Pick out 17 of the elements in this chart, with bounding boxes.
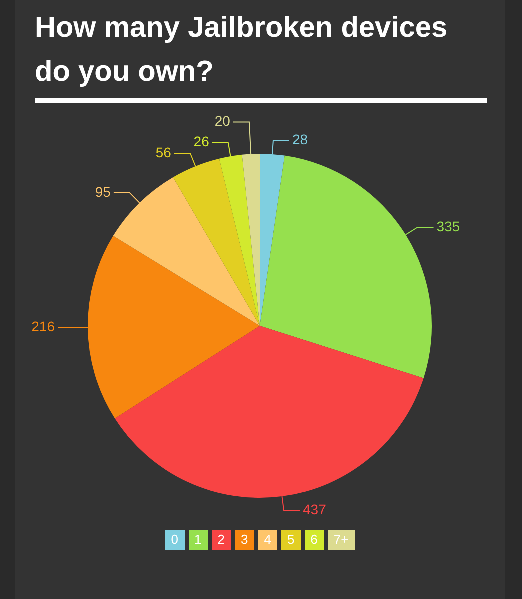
legend-label: 5 — [287, 530, 301, 550]
data-label: 28 — [292, 131, 308, 148]
legend-label: 1 — [194, 530, 208, 550]
legend-label: 6 — [310, 530, 324, 550]
legend-label: 0 — [171, 530, 184, 550]
data-label: 26 — [194, 134, 210, 150]
legend-label: 2 — [218, 530, 231, 550]
data-label: 56 — [156, 144, 172, 160]
legend-label: 3 — [240, 530, 254, 550]
data-label: 335 — [436, 218, 460, 234]
chart-title: How many Jailbroken devices do you own? — [35, 6, 487, 103]
legend-label: 7+ — [334, 530, 355, 550]
data-label: 95 — [95, 184, 112, 200]
data-label: 437 — [303, 501, 327, 518]
data-label: 216 — [32, 318, 56, 335]
legend-label: 4 — [264, 530, 278, 550]
data-label: 20 — [214, 113, 231, 130]
